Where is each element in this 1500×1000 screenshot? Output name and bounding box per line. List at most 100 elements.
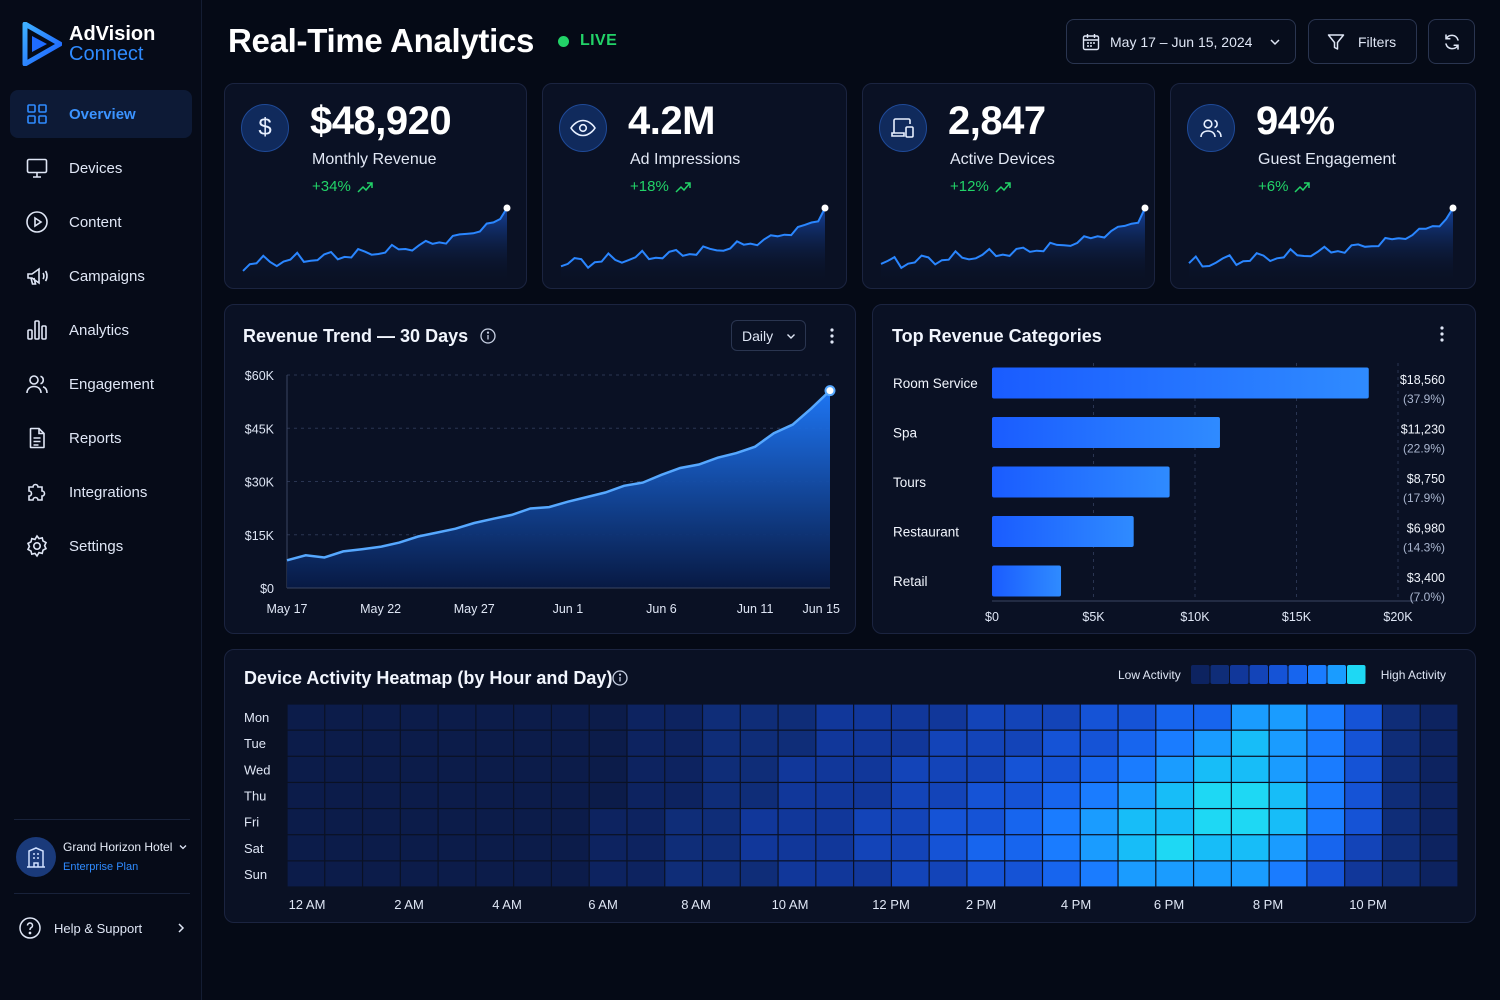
- heatmap-cell[interactable]: [967, 704, 1005, 730]
- heatmap-cell[interactable]: [816, 861, 854, 887]
- heatmap-cell[interactable]: [778, 861, 816, 887]
- heatmap-cell[interactable]: [665, 730, 702, 756]
- category-bar[interactable]: [992, 565, 1062, 597]
- heatmap-cell[interactable]: [1420, 783, 1458, 808]
- heatmap-cell[interactable]: [476, 704, 514, 730]
- heatmap-cell[interactable]: [438, 730, 476, 756]
- heatmap-cell[interactable]: [1043, 809, 1080, 835]
- heatmap-cell[interactable]: [1080, 809, 1118, 835]
- sidebar-item-engagement[interactable]: Engagement: [10, 360, 192, 408]
- heatmap-cell[interactable]: [1156, 704, 1193, 730]
- heatmap-cell[interactable]: [1383, 730, 1420, 756]
- heatmap-cell[interactable]: [589, 704, 627, 730]
- heatmap-cell[interactable]: [627, 861, 665, 887]
- heatmap-cell[interactable]: [1005, 730, 1042, 756]
- heatmap-cell[interactable]: [1118, 809, 1156, 835]
- heatmap-cell[interactable]: [1043, 704, 1080, 730]
- refresh-button[interactable]: [1428, 19, 1475, 64]
- heatmap-cell[interactable]: [1269, 704, 1307, 730]
- heatmap-cell[interactable]: [1307, 704, 1345, 730]
- heatmap-cell[interactable]: [740, 730, 778, 756]
- heatmap-cell[interactable]: [1194, 730, 1231, 756]
- heatmap-cell[interactable]: [627, 835, 665, 861]
- heatmap-cell[interactable]: [1194, 756, 1231, 782]
- heatmap-cell[interactable]: [1005, 809, 1042, 835]
- heatmap-cell[interactable]: [400, 809, 438, 835]
- heatmap-cell[interactable]: [438, 783, 476, 808]
- heatmap-cell[interactable]: [476, 809, 514, 835]
- filters-button[interactable]: Filters: [1308, 19, 1417, 64]
- heatmap-cell[interactable]: [740, 809, 778, 835]
- date-range-picker[interactable]: May 17 – Jun 15, 2024: [1066, 19, 1296, 64]
- heatmap-cell[interactable]: [325, 783, 362, 808]
- heatmap-cell[interactable]: [967, 756, 1005, 782]
- heatmap-cell[interactable]: [1269, 730, 1307, 756]
- heatmap-cell[interactable]: [1231, 756, 1269, 782]
- heatmap-cell[interactable]: [1231, 704, 1269, 730]
- heatmap-cell[interactable]: [1080, 861, 1118, 887]
- heatmap-cell[interactable]: [740, 835, 778, 861]
- heatmap-cell[interactable]: [816, 835, 854, 861]
- heatmap-cell[interactable]: [552, 756, 589, 782]
- category-bar[interactable]: [992, 417, 1220, 448]
- category-bar[interactable]: [992, 367, 1369, 399]
- heatmap-cell[interactable]: [1307, 756, 1345, 782]
- heatmap-cell[interactable]: [1005, 756, 1042, 782]
- heatmap-cell[interactable]: [665, 704, 702, 730]
- heatmap-cell[interactable]: [1345, 704, 1382, 730]
- heatmap-cell[interactable]: [1345, 861, 1382, 887]
- heatmap-cell[interactable]: [589, 809, 627, 835]
- heatmap-cell[interactable]: [1420, 730, 1458, 756]
- heatmap-cell[interactable]: [854, 704, 891, 730]
- heatmap-cell[interactable]: [287, 704, 325, 730]
- heatmap-cell[interactable]: [514, 730, 551, 756]
- heatmap-cell[interactable]: [1269, 861, 1307, 887]
- heatmap-cell[interactable]: [929, 809, 967, 835]
- heatmap-cell[interactable]: [1118, 861, 1156, 887]
- heatmap-cell[interactable]: [1080, 730, 1118, 756]
- heatmap-cell[interactable]: [287, 756, 325, 782]
- info-icon[interactable]: [479, 327, 497, 345]
- heatmap-cell[interactable]: [476, 730, 514, 756]
- heatmap-cell[interactable]: [514, 809, 551, 835]
- heatmap-cell[interactable]: [476, 861, 514, 887]
- heatmap-cell[interactable]: [363, 835, 400, 861]
- heatmap-cell[interactable]: [891, 730, 929, 756]
- heatmap-cell[interactable]: [665, 861, 702, 887]
- heatmap-cell[interactable]: [287, 835, 325, 861]
- heatmap-cell[interactable]: [1194, 809, 1231, 835]
- heatmap-cell[interactable]: [589, 835, 627, 861]
- heatmap-cell[interactable]: [363, 861, 400, 887]
- heatmap-cell[interactable]: [325, 809, 362, 835]
- heatmap-cell[interactable]: [1043, 861, 1080, 887]
- heatmap-cell[interactable]: [1383, 861, 1420, 887]
- heatmap-cell[interactable]: [703, 783, 740, 808]
- heatmap-cell[interactable]: [1231, 809, 1269, 835]
- brand-logo[interactable]: AdVision Connect: [22, 22, 155, 66]
- heatmap-cell[interactable]: [665, 835, 702, 861]
- heatmap-cell[interactable]: [816, 756, 854, 782]
- account-switcher[interactable]: Grand Horizon Hotel Enterprise Plan: [16, 835, 192, 879]
- heatmap-cell[interactable]: [363, 704, 400, 730]
- heatmap-cell[interactable]: [778, 704, 816, 730]
- heatmap-cell[interactable]: [400, 730, 438, 756]
- kpi-card-devices[interactable]: 2,847 Active Devices +12%: [862, 83, 1155, 289]
- heatmap-cell[interactable]: [1118, 783, 1156, 808]
- heatmap-cell[interactable]: [778, 756, 816, 782]
- heatmap-cell[interactable]: [514, 835, 551, 861]
- heatmap-cell[interactable]: [400, 783, 438, 808]
- heatmap-cell[interactable]: [1420, 861, 1458, 887]
- heatmap-cell[interactable]: [703, 809, 740, 835]
- sidebar-item-settings[interactable]: Settings: [10, 522, 192, 570]
- heatmap-cell[interactable]: [740, 704, 778, 730]
- heatmap-cell[interactable]: [816, 783, 854, 808]
- heatmap-cell[interactable]: [400, 756, 438, 782]
- heatmap-cell[interactable]: [1156, 835, 1193, 861]
- heatmap-cell[interactable]: [665, 809, 702, 835]
- heatmap-cell[interactable]: [967, 835, 1005, 861]
- heatmap-cell[interactable]: [438, 809, 476, 835]
- heatmap-cell[interactable]: [1420, 809, 1458, 835]
- heatmap-cell[interactable]: [1307, 730, 1345, 756]
- heatmap-cell[interactable]: [778, 783, 816, 808]
- heatmap-cell[interactable]: [929, 730, 967, 756]
